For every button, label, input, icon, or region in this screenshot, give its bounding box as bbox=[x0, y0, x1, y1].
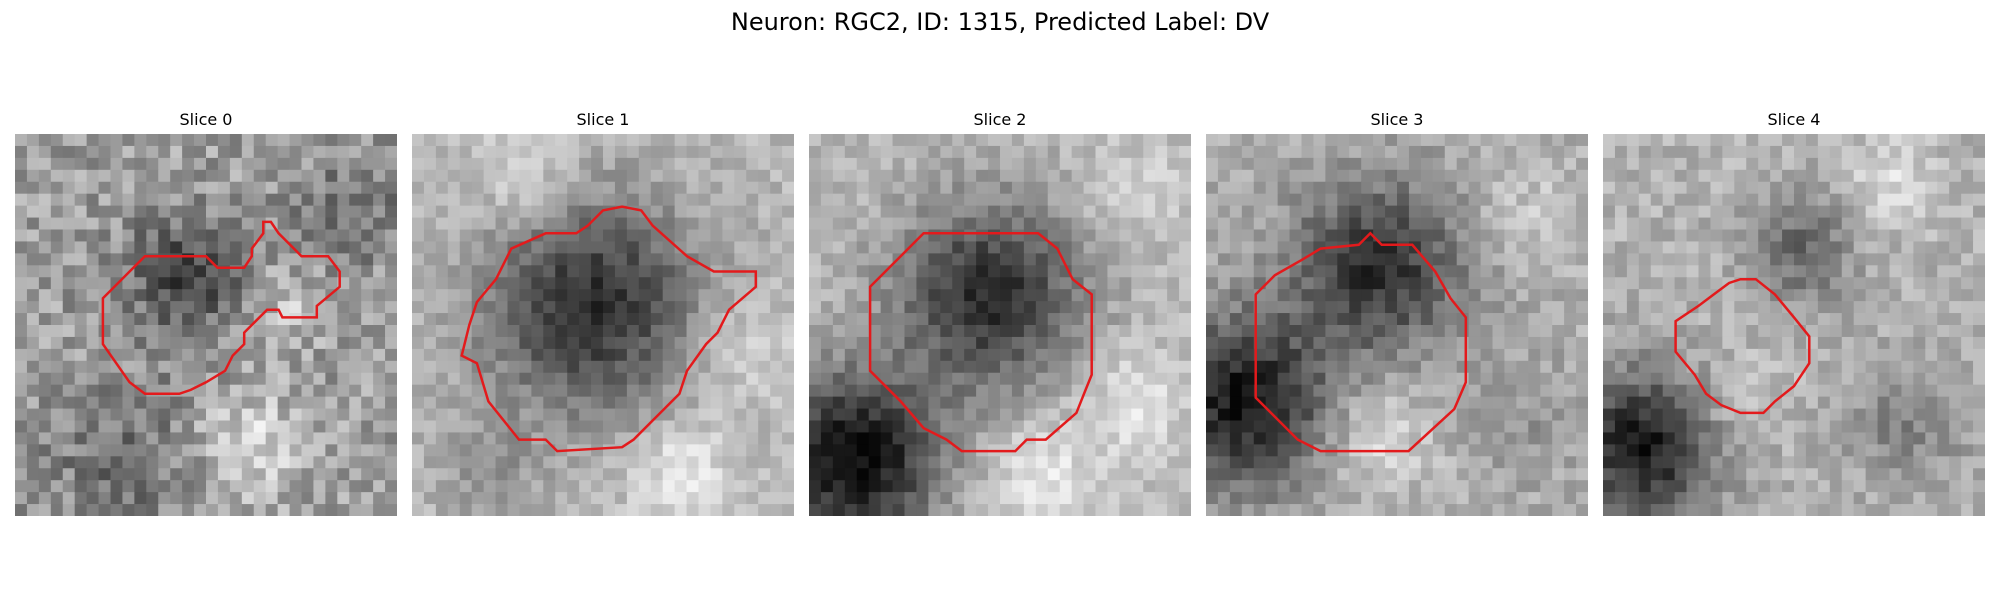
slice-title: Slice 4 bbox=[1767, 110, 1821, 129]
segmentation-contour bbox=[460, 205, 758, 453]
figure-title: Neuron: RGC2, ID: 1315, Predicted Label:… bbox=[730, 8, 1270, 36]
slice-title: Slice 0 bbox=[179, 110, 233, 129]
slice-title: Slice 3 bbox=[1370, 110, 1424, 129]
slice-title: Slice 1 bbox=[576, 110, 630, 129]
slice-panel-1: Slice 1 bbox=[412, 110, 794, 516]
slice-panel-0: Slice 0 bbox=[15, 110, 397, 516]
slice-panel-4: Slice 4 bbox=[1603, 110, 1985, 516]
slice-image bbox=[809, 134, 1191, 516]
segmentation-contour bbox=[868, 232, 1093, 453]
segmentation-contour bbox=[1254, 231, 1468, 453]
slice-panel-2: Slice 2 bbox=[809, 110, 1191, 516]
slice-image bbox=[412, 134, 794, 516]
segmentation-contour bbox=[101, 220, 341, 396]
segmentation-contour bbox=[1674, 277, 1811, 415]
slice-image bbox=[15, 134, 397, 516]
slice-image bbox=[1603, 134, 1985, 516]
slice-panel-3: Slice 3 bbox=[1206, 110, 1588, 516]
slice-image bbox=[1206, 134, 1588, 516]
slice-title: Slice 2 bbox=[973, 110, 1027, 129]
